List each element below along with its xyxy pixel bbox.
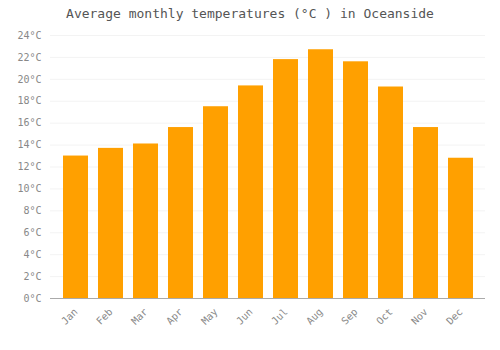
svg-text:20°C: 20°C (17, 74, 41, 85)
svg-text:Jul: Jul (269, 306, 290, 327)
html-text:Average monthly temperatures (: Average monthly temperatures (°C ) in Oc… (66, 6, 434, 21)
svg-text:14°C: 14°C (17, 139, 41, 150)
svg-text:Dec: Dec (444, 306, 465, 327)
svg-text:Apr: Apr (164, 306, 185, 327)
svg-text:6°C: 6°C (23, 227, 41, 238)
svg-text:May: May (199, 306, 220, 327)
svg-text:12°C: 12°C (17, 161, 41, 172)
svg-text:16°C: 16°C (17, 117, 41, 128)
svg-text:22°C: 22°C (17, 52, 41, 63)
svg-text:Aug: Aug (304, 306, 325, 327)
svg-text:10°C: 10°C (17, 183, 41, 194)
svg-text:Mar: Mar (129, 306, 150, 327)
svg-text:8°C: 8°C (23, 205, 41, 216)
svg-text:Oct: Oct (374, 306, 395, 327)
svg-text:0°C: 0°C (23, 293, 41, 304)
svg-text:Jan: Jan (59, 306, 80, 327)
svg-text:24°C: 24°C (17, 30, 41, 41)
svg-text:4°C: 4°C (23, 249, 41, 260)
svg-text:Nov: Nov (409, 306, 430, 327)
svg-text:2°C: 2°C (23, 271, 41, 282)
svg-text:Jun: Jun (234, 306, 255, 327)
svg-text:Feb: Feb (94, 306, 115, 327)
svg-text:Sep: Sep (339, 306, 360, 327)
svg-text:18°C: 18°C (17, 95, 41, 106)
